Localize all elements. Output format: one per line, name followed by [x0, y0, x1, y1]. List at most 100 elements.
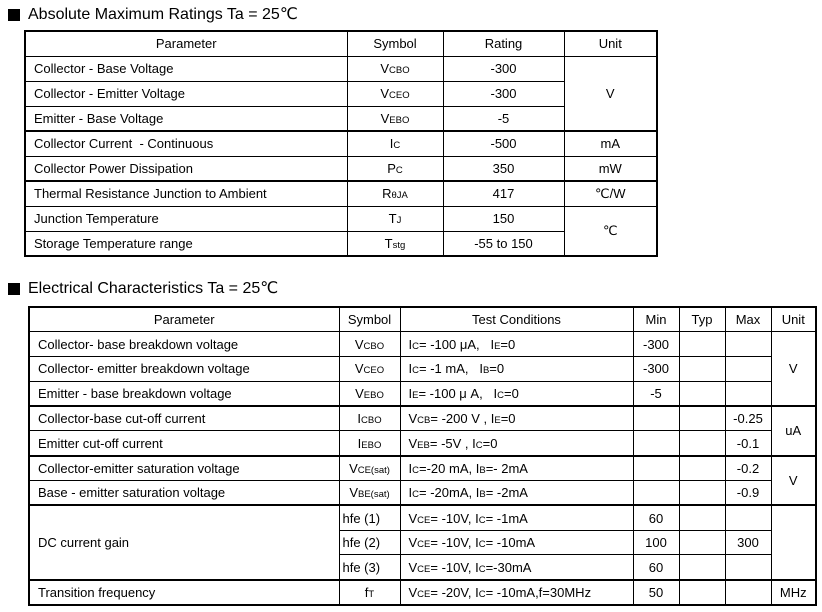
cell-text: V: [408, 559, 418, 575]
param-cell: Collector Power Dissipation: [24, 155, 348, 182]
cell-text: Thermal Resistance Junction to Ambient: [34, 186, 267, 202]
cell-text: = -1mA: [485, 510, 528, 526]
subscript-text: CEO: [389, 90, 410, 101]
cell-text: -0.1: [736, 435, 760, 451]
cell-text: = -100 μ A,: [418, 386, 494, 402]
table-row: Transition frequency fT VCE= -20V, IC= -10…: [28, 579, 817, 606]
subscript-text: CEO: [363, 365, 385, 377]
cell-text: 150: [492, 211, 515, 226]
max-cell: [724, 356, 772, 382]
cell-text: I: [475, 584, 479, 600]
unit-cell: mW: [563, 155, 658, 182]
typ-cell: [678, 356, 726, 382]
cell-text: =-20 mA,: [419, 460, 476, 476]
cell-text: -300: [490, 61, 517, 76]
symbol-cell: VEBO: [346, 105, 444, 132]
min-cell: [632, 430, 680, 457]
subscript-text: CB: [417, 415, 431, 427]
cell-text: I: [475, 485, 480, 501]
subscript-text: C: [412, 365, 419, 377]
typ-cell: [678, 529, 726, 556]
param-cell: Collector - Emitter Voltage: [24, 80, 348, 107]
rating-cell: -300: [442, 80, 565, 107]
param-cell: Collector-base cut-off current: [28, 405, 340, 432]
cell-text: =0: [504, 386, 519, 402]
subscript-text: CE: [417, 539, 431, 551]
rating-cell: 350: [442, 155, 565, 182]
cond-cell: IC= -100 μA, IE=0: [399, 331, 634, 358]
cell-text: V: [349, 460, 358, 476]
cell-text: 60: [648, 510, 664, 526]
symbol-cell: IEBO: [338, 430, 401, 457]
subscript-text: B: [482, 365, 490, 377]
cell-text: MHz: [779, 584, 807, 600]
table-row: Collector- base breakdown voltage VCBO IC=…: [28, 331, 817, 408]
min-cell: [632, 405, 680, 432]
symbol-cell: VCBO: [346, 55, 444, 82]
subscript-text: E: [494, 340, 501, 352]
electrical-characteristics-table: Parameter Symbol Test Conditions Min Typ Max U…: [28, 306, 817, 606]
table-row: Collector Current - Continuous IC -500 mA: [24, 130, 658, 157]
cell-text: I: [475, 535, 479, 551]
cell-text: Emitter - base breakdown voltage: [38, 386, 232, 402]
cell-text: R: [382, 186, 392, 202]
section-title-text: Absolute Maximum Ratings Ta = 25℃: [28, 6, 298, 23]
symbol-cell: VCBO: [338, 331, 401, 358]
cell-text: -0.25: [733, 411, 763, 427]
table-row: Emitter cut-off current IEBO VEB= -5V , IC…: [28, 430, 816, 457]
cond-cell: IC=-20 mA, IB=- 2mA: [399, 455, 634, 482]
unit-cell: V: [770, 331, 817, 408]
cell-text: V: [408, 435, 418, 451]
rating-cell: -500: [442, 130, 565, 157]
cell-text: I: [408, 485, 413, 501]
subscript-text: EB: [417, 439, 430, 451]
cell-text: V: [408, 584, 418, 600]
cell-text: V: [380, 61, 390, 76]
symbol-cell: VCE(sat): [338, 455, 401, 482]
subscript-text: CE: [417, 588, 431, 600]
cell-text: = -20V,: [430, 584, 476, 600]
typ-cell: [678, 554, 726, 581]
subscript-text: C: [478, 539, 486, 551]
cell-text: -300: [642, 361, 670, 377]
typ-cell: [678, 455, 726, 482]
table-row: Emitter - Base Voltage VEBO -5: [24, 105, 657, 132]
min-cell: [632, 480, 680, 507]
cell-text: P: [387, 160, 396, 176]
cell-text: mA: [600, 136, 621, 152]
param-cell: Base - emitter saturation voltage: [28, 480, 340, 507]
symbol-cell: ICBO: [338, 405, 401, 432]
section-title-text: Electrical Characteristics Ta = 25℃: [28, 280, 279, 297]
unit-cell: V: [770, 455, 817, 507]
table-row: DC current gain hfe (1) VCE= -10V, IC= -1m…: [28, 504, 817, 581]
subscript-text: C: [478, 514, 486, 526]
cell-text: I: [493, 386, 498, 402]
typ-cell: [678, 430, 726, 457]
rating-cell: 150: [442, 205, 565, 232]
cell-text: = -10V,: [430, 510, 476, 526]
subscript-text: C: [412, 464, 419, 476]
cond-cell: IE= -100 μ A, IC=0: [399, 380, 634, 408]
min-cell: 100: [632, 529, 680, 556]
subscript-text: C: [393, 140, 401, 152]
param-cell: Emitter cut-off current: [28, 430, 340, 457]
unit-cell: [770, 504, 817, 581]
cell-text: = -10V,: [430, 535, 476, 551]
subscript-text: C: [497, 390, 505, 402]
symbol-cell: hfe (1): [338, 504, 401, 531]
unit-cell: uA: [770, 405, 817, 457]
cell-text: = -10V,: [430, 559, 476, 575]
table-row: Collector - Emitter Voltage VCEO -300: [24, 80, 657, 107]
cell-text: mW: [598, 160, 622, 176]
cond-cell: VCE= -10V, IC= -1mA: [399, 504, 634, 531]
subscript-text: θJA: [391, 190, 408, 202]
subscript-text: CE: [417, 514, 431, 526]
table-row: Base - emitter saturation voltage VBE(sat…: [28, 480, 816, 507]
cell-text: DC current gain: [38, 535, 130, 551]
table-row: Collector-base cut-off current ICBO VCB= -…: [28, 405, 817, 457]
symbol-cell: VCEO: [346, 80, 444, 107]
cell-text: -0.9: [736, 485, 760, 501]
cell-text: -0.2: [736, 460, 760, 476]
cell-text: -300: [642, 336, 670, 352]
cell-text: = -20mA,: [419, 485, 476, 501]
